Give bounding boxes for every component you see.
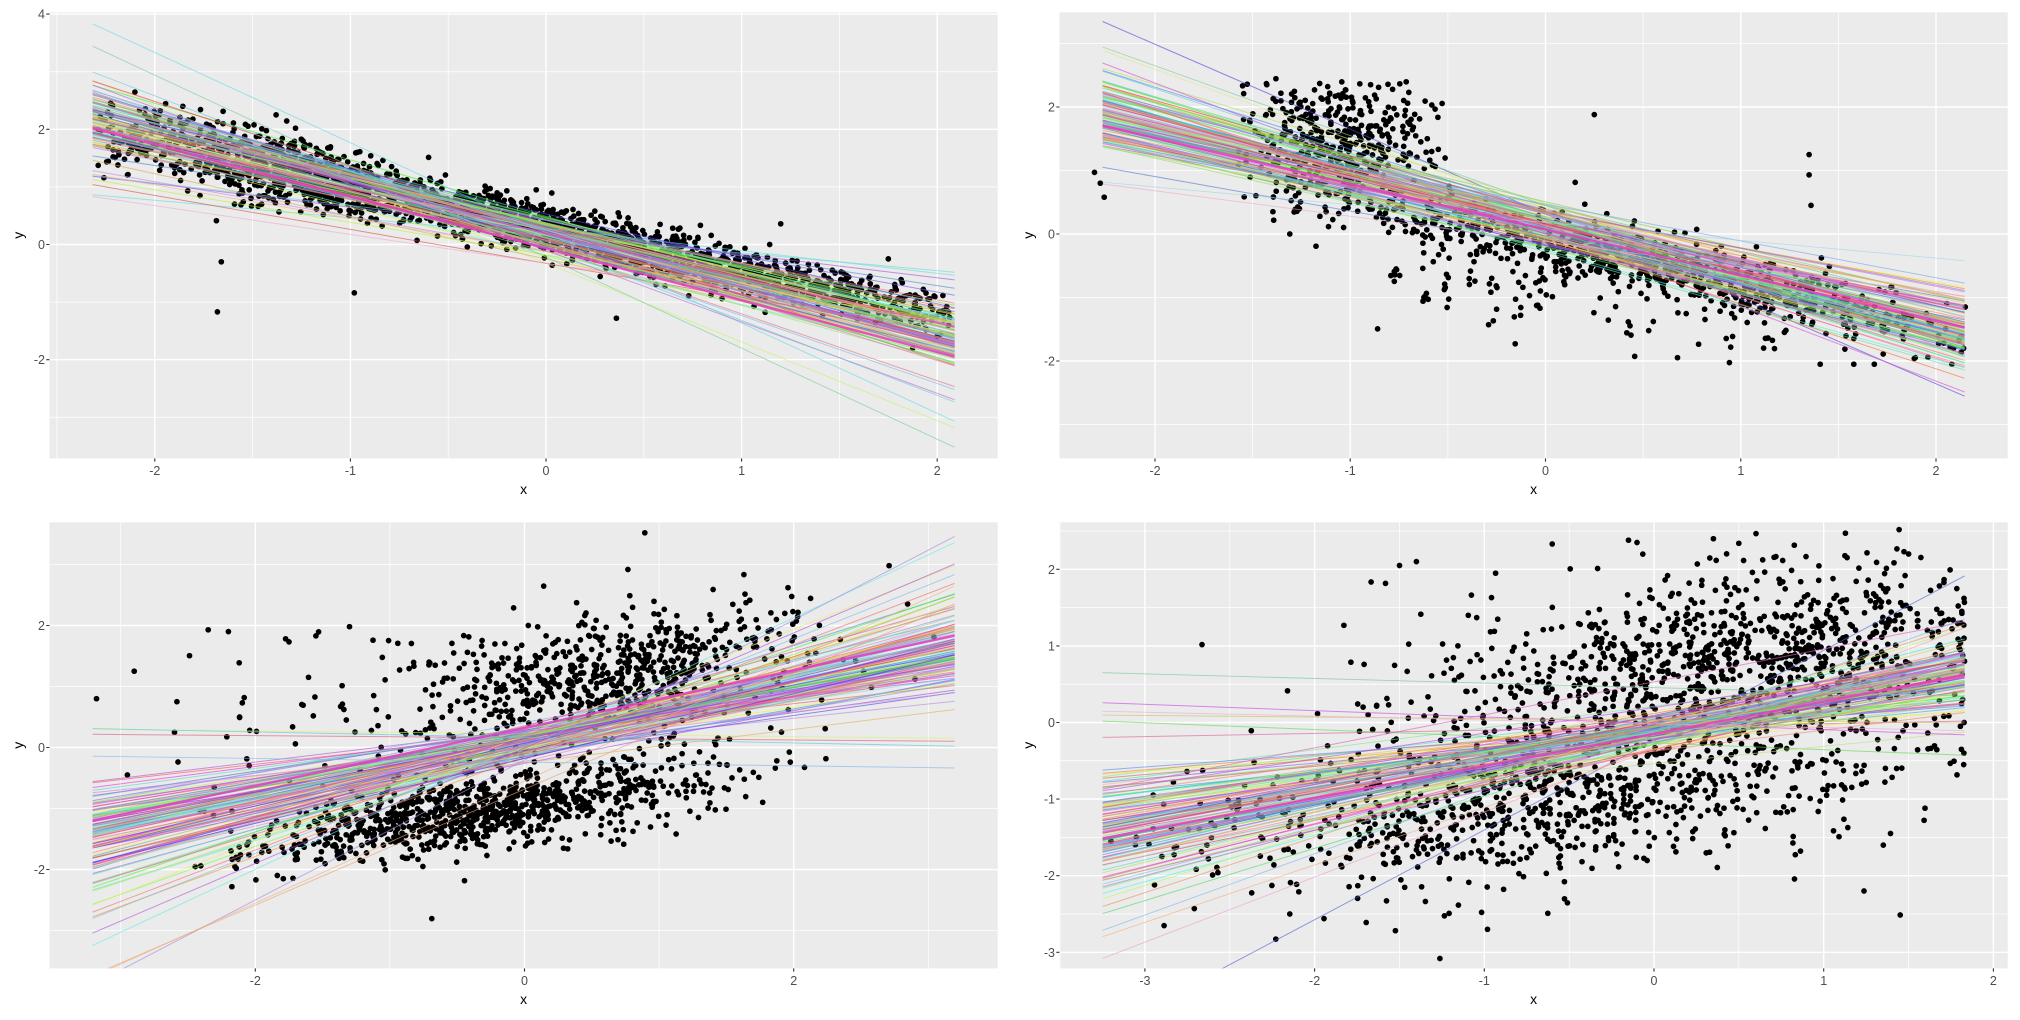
svg-text:2: 2: [38, 619, 45, 633]
svg-text:2: 2: [38, 123, 45, 137]
svg-text:-3: -3: [1139, 974, 1150, 988]
svg-text:2: 2: [1990, 974, 1997, 988]
svg-text:0: 0: [543, 464, 550, 478]
svg-text:x: x: [1530, 991, 1537, 1007]
svg-text:-2: -2: [1044, 869, 1055, 883]
svg-text:1: 1: [1048, 639, 1055, 653]
svg-text:0: 0: [38, 741, 45, 755]
svg-text:1: 1: [1737, 464, 1744, 478]
svg-text:-1: -1: [345, 464, 356, 478]
svg-text:y: y: [10, 232, 26, 239]
svg-text:2: 2: [1048, 563, 1055, 577]
svg-text:-2: -2: [149, 464, 160, 478]
svg-text:x: x: [520, 481, 527, 497]
svg-text:-1: -1: [1479, 974, 1490, 988]
svg-text:x: x: [520, 991, 527, 1007]
svg-text:y: y: [1020, 232, 1036, 239]
svg-text:0: 0: [521, 974, 528, 988]
svg-text:-2: -2: [1309, 974, 1320, 988]
svg-text:2: 2: [934, 464, 941, 478]
svg-text:-3: -3: [1044, 946, 1055, 960]
svg-text:x: x: [1530, 481, 1537, 497]
svg-text:1: 1: [1820, 974, 1827, 988]
svg-text:2: 2: [1933, 464, 1940, 478]
svg-text:-2: -2: [34, 353, 45, 367]
svg-text:0: 0: [1542, 464, 1549, 478]
svg-text:2: 2: [790, 974, 797, 988]
svg-text:0: 0: [1048, 228, 1055, 242]
svg-text:-2: -2: [1044, 355, 1055, 369]
svg-text:-2: -2: [250, 974, 261, 988]
svg-text:y: y: [10, 742, 26, 749]
svg-text:y: y: [1020, 742, 1036, 749]
svg-text:0: 0: [38, 238, 45, 252]
svg-text:-2: -2: [1149, 464, 1160, 478]
svg-text:0: 0: [1651, 974, 1658, 988]
svg-text:-1: -1: [1345, 464, 1356, 478]
svg-text:4: 4: [38, 8, 45, 22]
svg-text:1: 1: [738, 464, 745, 478]
svg-text:-2: -2: [34, 863, 45, 877]
svg-text:-1: -1: [1044, 793, 1055, 807]
svg-text:2: 2: [1048, 101, 1055, 115]
svg-text:0: 0: [1048, 716, 1055, 730]
